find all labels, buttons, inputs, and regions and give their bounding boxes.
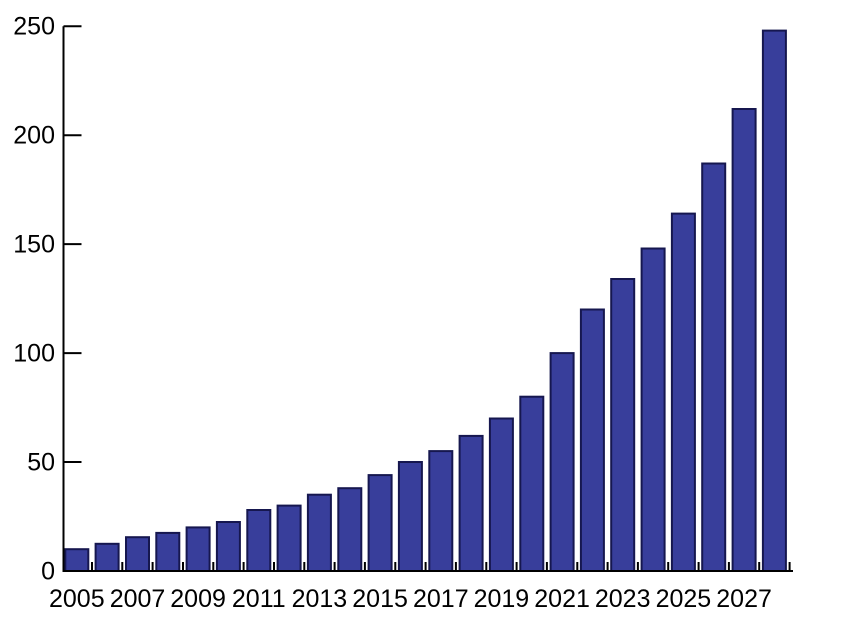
bar [549, 352, 575, 572]
bar [458, 434, 484, 572]
y-axis-tick-label: 50 [27, 449, 55, 477]
x-axis-tick-label: 2027 [716, 585, 772, 613]
x-axis-tick-label: 2007 [110, 585, 166, 613]
y-axis-tick-label: 150 [13, 231, 55, 259]
y-axis-tick-label: 100 [13, 340, 55, 368]
bar [397, 461, 423, 572]
x-axis-tick-label: 2023 [595, 585, 651, 613]
x-axis-tick-label: 2015 [352, 585, 408, 613]
bar [306, 493, 332, 573]
bar [64, 548, 90, 573]
x-axis-tick-label: 2011 [232, 585, 286, 613]
x-axis-tick-label: 2025 [656, 585, 712, 613]
x-axis-tick-label: 2021 [534, 585, 590, 613]
bar [367, 474, 393, 573]
y-axis-tick-label: 200 [13, 122, 55, 150]
bar [670, 212, 696, 572]
x-axis-tick-label: 2013 [292, 585, 348, 613]
bar [488, 417, 514, 572]
bar [215, 521, 241, 572]
bar [731, 108, 757, 572]
bar [640, 247, 666, 572]
bar [276, 504, 302, 573]
bar [246, 509, 272, 572]
y-axis-tick-label: 250 [13, 13, 55, 41]
bar [185, 526, 211, 573]
x-axis-tick-label: 2019 [474, 585, 530, 613]
bar [761, 29, 787, 573]
x-axis-tick-label: 2017 [413, 585, 469, 613]
bar [94, 542, 120, 572]
bar [155, 531, 181, 573]
bar [579, 308, 605, 572]
y-axis-tick-label: 0 [41, 558, 55, 586]
x-axis-tick-label: 2005 [49, 585, 105, 613]
bar [337, 487, 363, 573]
x-axis-tick-label: 2009 [170, 585, 226, 613]
bar [519, 395, 545, 573]
bar [428, 450, 454, 573]
bar [701, 162, 727, 572]
bar [125, 536, 150, 573]
bar [610, 278, 636, 572]
